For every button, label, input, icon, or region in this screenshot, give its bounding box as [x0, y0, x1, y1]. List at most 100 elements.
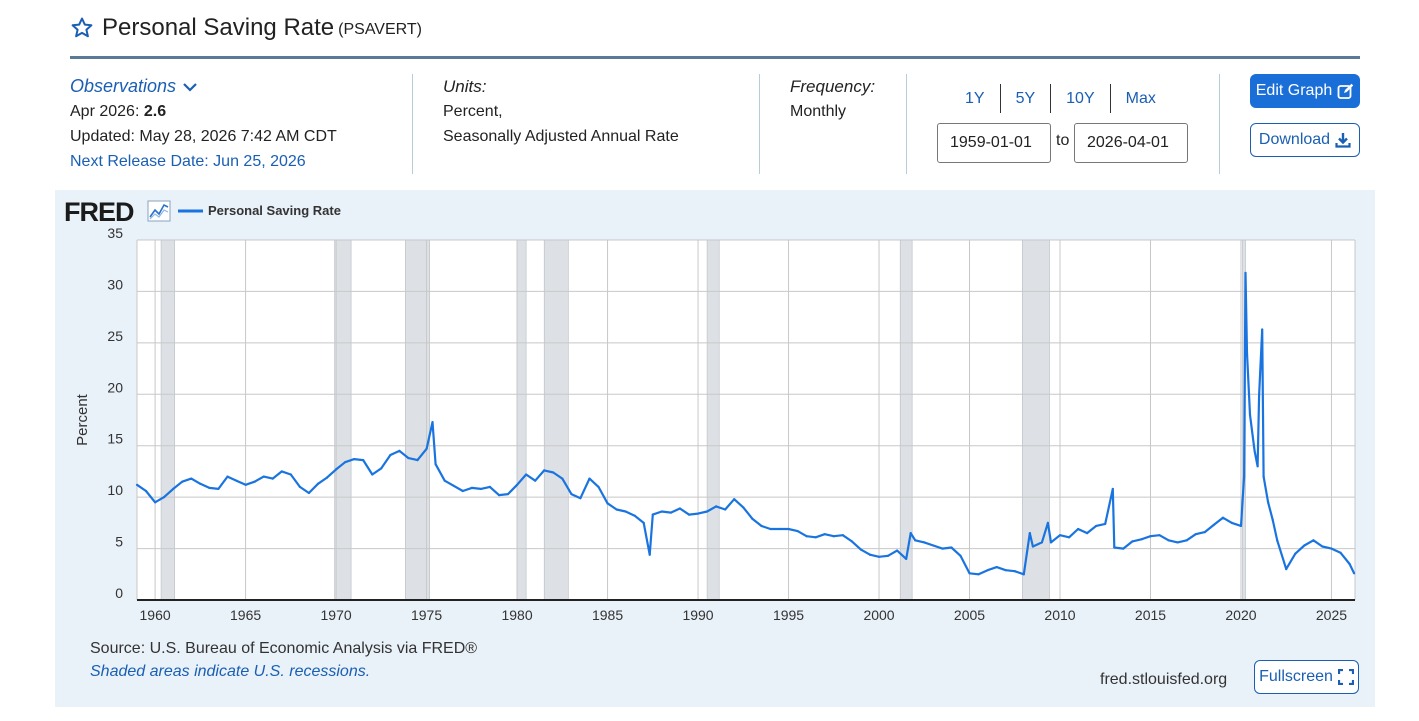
date-to-label: to — [1056, 132, 1070, 149]
recession-shade — [516, 239, 527, 601]
data-point — [1267, 501, 1270, 504]
fullscreen-button[interactable]: Fullscreen — [1254, 660, 1359, 694]
legend-label: Personal Saving Rate — [208, 203, 341, 218]
next-release-link[interactable]: Next Release Date: Jun 25, 2026 — [70, 153, 306, 170]
data-point — [1321, 545, 1324, 548]
chart: FRED Personal Saving Rate 05101520253035… — [64, 197, 1356, 623]
recession-shade — [543, 239, 569, 601]
range-max-button[interactable]: Max — [1109, 84, 1171, 113]
y-tick-label: 0 — [115, 585, 123, 601]
data-point — [1348, 562, 1351, 566]
x-tick-label: 2010 — [1044, 607, 1075, 623]
data-point — [1352, 572, 1356, 575]
data-point — [705, 510, 709, 513]
y-axis-label: Percent — [74, 393, 91, 446]
title-row: Personal Saving Rate (PSAVERT) — [70, 14, 422, 42]
data-point — [431, 420, 434, 424]
x-tick-label: 1960 — [140, 607, 171, 623]
edit-graph-label: Edit Graph — [1255, 82, 1333, 99]
data-point — [832, 535, 835, 538]
data-point — [525, 473, 528, 476]
data-point — [398, 449, 401, 452]
data-point — [660, 510, 663, 513]
range-10y-button[interactable]: 10Y — [1050, 84, 1109, 113]
data-point — [1242, 475, 1246, 478]
recession-shade — [706, 239, 720, 601]
y-tick-label: 20 — [107, 379, 123, 395]
data-point — [1285, 568, 1288, 571]
data-point — [1185, 539, 1188, 542]
y-tick-label: 5 — [115, 534, 123, 550]
data-point — [1194, 533, 1197, 536]
latest-observation: Apr 2026: 2.6 — [70, 99, 337, 124]
data-point — [1149, 535, 1152, 538]
data-point — [850, 540, 853, 543]
divider — [906, 74, 907, 174]
data-point — [1067, 536, 1071, 539]
data-point — [648, 553, 651, 556]
data-point — [163, 496, 166, 499]
data-point — [1245, 352, 1249, 355]
recession-shade — [160, 239, 175, 601]
data-point — [1167, 539, 1170, 542]
data-point — [805, 535, 808, 538]
data-point — [1058, 534, 1062, 537]
data-point — [597, 485, 600, 488]
data-point — [932, 544, 935, 547]
data-point — [262, 475, 265, 478]
data-point — [905, 557, 908, 560]
data-point — [1244, 271, 1247, 275]
data-point — [1256, 465, 1259, 468]
range-buttons: 1Y 5Y 10Y Max — [950, 84, 1171, 113]
download-button[interactable]: Download — [1250, 123, 1360, 157]
y-tick-label: 10 — [107, 482, 123, 498]
data-point — [1262, 475, 1265, 478]
y-tick-label: 35 — [107, 225, 123, 241]
divider — [1219, 74, 1220, 174]
data-point — [896, 549, 899, 552]
data-point — [1104, 522, 1107, 525]
data-point — [941, 547, 944, 550]
data-point — [669, 511, 672, 514]
data-point — [344, 461, 347, 464]
frequency-value: Monthly — [790, 103, 847, 120]
data-point — [144, 489, 148, 493]
data-point — [724, 508, 727, 511]
data-point — [796, 529, 799, 533]
start-date-input[interactable] — [937, 123, 1051, 163]
data-point — [1176, 541, 1179, 544]
data-point — [1312, 539, 1315, 542]
data-point — [1111, 487, 1114, 491]
fullscreen-label: Fullscreen — [1259, 668, 1333, 685]
page-title: Personal Saving Rate — [102, 14, 335, 41]
data-point — [1022, 573, 1025, 576]
data-point — [488, 485, 492, 488]
x-tick-label: 1970 — [321, 607, 352, 623]
series-id: (PSAVERT) — [338, 21, 423, 38]
data-point — [1257, 394, 1261, 397]
data-point — [914, 539, 917, 542]
data-point — [868, 553, 872, 556]
recession-shade — [334, 239, 352, 601]
data-point — [434, 463, 437, 466]
end-date-input[interactable] — [1074, 123, 1188, 163]
star-icon[interactable] — [70, 16, 94, 40]
x-tick-label: 2015 — [1135, 607, 1166, 623]
data-point — [289, 473, 292, 476]
edit-graph-button[interactable]: Edit Graph — [1250, 74, 1360, 108]
range-5y-button[interactable]: 5Y — [999, 84, 1051, 113]
data-point — [407, 456, 410, 460]
data-point — [923, 541, 926, 544]
data-point — [506, 492, 510, 496]
observations-toggle[interactable]: Observations — [70, 74, 337, 99]
range-1y-button[interactable]: 1Y — [965, 90, 985, 107]
data-point — [642, 521, 645, 524]
data-point — [977, 573, 980, 576]
divider — [412, 74, 413, 174]
data-point — [841, 534, 844, 537]
chevron-down-icon — [183, 82, 197, 92]
data-point — [235, 479, 238, 482]
data-point — [1339, 551, 1342, 554]
data-point — [253, 480, 256, 483]
data-point — [534, 479, 537, 482]
